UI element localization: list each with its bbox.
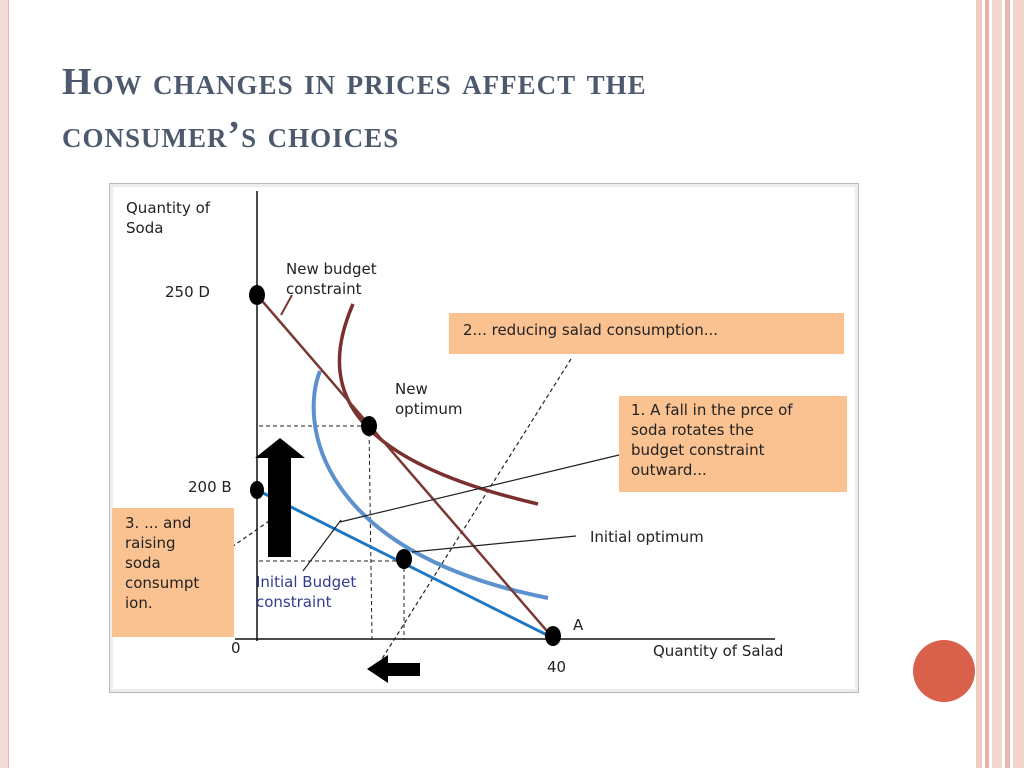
- callout-raising-soda-line-5: ion.: [125, 594, 153, 612]
- initial-budget-label-pointer: [302, 519, 342, 572]
- initial-optimum-pointer: [411, 535, 577, 553]
- x-tick-label-40: 40: [547, 658, 566, 676]
- origin-label: 0: [231, 639, 241, 657]
- salad-callout-pointer: [379, 358, 572, 663]
- initial-optimum-label: Initial optimum: [590, 528, 704, 546]
- point-a-label: A: [573, 616, 584, 634]
- callout-budget-rotation-line-1: 1. A fall in the prce of: [631, 401, 793, 419]
- slide-title: How changes in prices affect the consume…: [62, 56, 942, 162]
- economics-diagram: Quantity of Soda 250 D 200 B New budget …: [109, 183, 859, 693]
- title-line-2: consumer’s choices: [62, 114, 400, 156]
- callout-raising-soda-line-1: 3. ... and: [125, 514, 192, 532]
- callout-budget-rotation-line-4: outward...: [631, 461, 707, 479]
- diagram-canvas: Quantity of Soda 250 D 200 B New budget …: [126, 191, 783, 683]
- new-budget-label-line-2: constraint: [286, 280, 362, 298]
- left-arrow-icon: [367, 655, 420, 683]
- callout-raising-soda: 3. ... and raising soda consumpt ion.: [112, 508, 234, 637]
- accent-circle: [913, 640, 975, 702]
- point-b-label: 200 B: [188, 478, 232, 496]
- initial-budget-label-line-1: Initial Budget: [256, 573, 356, 591]
- point-a: [545, 626, 561, 646]
- point-b: [250, 481, 264, 499]
- left-border-strip: [0, 0, 9, 768]
- y-axis-label-line-2: Soda: [126, 219, 163, 237]
- new-optimum-label-line-1: New: [395, 380, 428, 398]
- callout-budget-rotation: 1. A fall in the prce of soda rotates th…: [619, 396, 847, 492]
- new-optimum-vertical-guide: [368, 425, 373, 641]
- callout-budget-rotation-line-3: budget constraint: [631, 441, 765, 459]
- new-indifference-curve: [337, 303, 539, 506]
- new-optimum-point: [361, 416, 377, 436]
- initial-optimum-point: [396, 549, 412, 569]
- callout-budget-rotation-line-2: soda rotates the: [631, 421, 754, 439]
- new-optimum-label-line-2: optimum: [395, 400, 462, 418]
- initial-indifference-curve: [311, 370, 549, 600]
- rotation-callout-pointer: [339, 454, 620, 523]
- right-decorative-bands: [976, 0, 1024, 768]
- initial-budget-label-line-2: constraint: [256, 593, 332, 611]
- callout-raising-soda-line-3: soda: [125, 554, 161, 572]
- new-budget-label-line-1: New budget: [286, 260, 377, 278]
- up-arrow-icon: [255, 438, 305, 557]
- new-budget-label-pointer: [280, 294, 293, 316]
- title-line-1: How changes in prices affect the: [62, 61, 647, 103]
- new-budget-constraint-line: [256, 294, 554, 639]
- callout-raising-soda-line-2: raising: [125, 534, 176, 552]
- callout-raising-soda-line-4: consumpt: [125, 574, 200, 592]
- callout-reducing-salad-text: 2... reducing salad consumption...: [463, 321, 718, 339]
- y-axis-label-line-1: Quantity of: [126, 199, 211, 217]
- point-d: [249, 285, 265, 305]
- point-d-label: 250 D: [165, 283, 210, 301]
- callout-reducing-salad: 2... reducing salad consumption...: [449, 313, 844, 354]
- x-axis-label: Quantity of Salad: [653, 642, 783, 660]
